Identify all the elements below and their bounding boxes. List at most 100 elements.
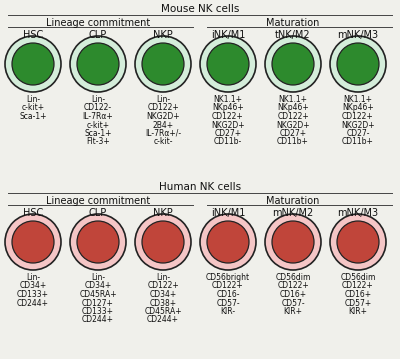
Text: CD16+: CD16+	[280, 290, 306, 299]
Text: CD45RA+: CD45RA+	[144, 307, 182, 316]
Text: CD127+: CD127+	[82, 298, 114, 308]
Text: CLP: CLP	[89, 208, 107, 218]
Text: CD16+: CD16+	[344, 290, 372, 299]
Circle shape	[70, 214, 126, 270]
Circle shape	[207, 221, 249, 263]
Text: tNK/M2: tNK/M2	[275, 30, 311, 40]
Text: NKp46+: NKp46+	[212, 103, 244, 112]
Text: NKP: NKP	[153, 30, 173, 40]
Circle shape	[12, 43, 54, 85]
Circle shape	[265, 36, 321, 92]
Text: CD133+: CD133+	[82, 307, 114, 316]
Circle shape	[337, 43, 379, 85]
Text: NKp46+: NKp46+	[342, 103, 374, 112]
Text: Lin-: Lin-	[26, 95, 40, 104]
Circle shape	[272, 43, 314, 85]
Text: CD34+: CD34+	[149, 290, 177, 299]
Text: Mouse NK cells: Mouse NK cells	[161, 4, 239, 14]
Text: CD38+: CD38+	[150, 298, 176, 308]
Text: CD122+: CD122+	[342, 281, 374, 290]
Text: CD122+: CD122+	[147, 281, 179, 290]
Text: CD11b-: CD11b-	[214, 137, 242, 146]
Circle shape	[337, 221, 379, 263]
Text: Lin-: Lin-	[156, 95, 170, 104]
Text: CD45RA+: CD45RA+	[79, 290, 117, 299]
Circle shape	[135, 36, 191, 92]
Text: CD11b+: CD11b+	[342, 137, 374, 146]
Text: Maturation: Maturation	[266, 196, 320, 206]
Circle shape	[77, 43, 119, 85]
Text: Sca-1+: Sca-1+	[84, 129, 112, 138]
Text: CD16-: CD16-	[216, 290, 240, 299]
Circle shape	[330, 214, 386, 270]
Text: CD122+: CD122+	[342, 112, 374, 121]
Text: c-kit-: c-kit-	[153, 137, 173, 146]
Text: 2B4+: 2B4+	[152, 121, 174, 130]
Circle shape	[200, 214, 256, 270]
Text: CD244+: CD244+	[147, 316, 179, 325]
Text: KIR+: KIR+	[284, 307, 302, 316]
Text: Human NK cells: Human NK cells	[159, 182, 241, 192]
Text: iNK/M1: iNK/M1	[211, 30, 245, 40]
Text: NK1.1+: NK1.1+	[214, 95, 242, 104]
Text: CD57-: CD57-	[216, 298, 240, 308]
Text: NKp46+: NKp46+	[277, 103, 309, 112]
Circle shape	[200, 36, 256, 92]
Text: IL-7Rα+: IL-7Rα+	[83, 112, 113, 121]
Text: HSC: HSC	[23, 208, 43, 218]
Circle shape	[135, 214, 191, 270]
Text: CD122+: CD122+	[277, 281, 309, 290]
Text: NK1.1+: NK1.1+	[344, 95, 372, 104]
Circle shape	[207, 43, 249, 85]
Circle shape	[77, 221, 119, 263]
Text: HSC: HSC	[23, 30, 43, 40]
Circle shape	[142, 43, 184, 85]
Text: CD56dim: CD56dim	[340, 273, 376, 282]
Text: c-kit+: c-kit+	[22, 103, 44, 112]
Text: NKG2D+: NKG2D+	[276, 121, 310, 130]
Text: CD56bright: CD56bright	[206, 273, 250, 282]
Text: CD122+: CD122+	[147, 103, 179, 112]
Text: Lineage commitment: Lineage commitment	[46, 18, 150, 28]
Text: NKG2D+: NKG2D+	[341, 121, 375, 130]
Text: CD11b+: CD11b+	[277, 137, 309, 146]
Text: CD56dim: CD56dim	[275, 273, 311, 282]
Text: mNK/M2: mNK/M2	[272, 208, 314, 218]
Circle shape	[12, 221, 54, 263]
Text: Lin-: Lin-	[91, 273, 105, 282]
Text: mNK/M3: mNK/M3	[338, 30, 378, 40]
Text: NKG2D+: NKG2D+	[211, 121, 245, 130]
Text: Lin-: Lin-	[26, 273, 40, 282]
Text: KIR-: KIR-	[220, 307, 236, 316]
Text: NK1.1+: NK1.1+	[278, 95, 308, 104]
Circle shape	[330, 36, 386, 92]
Text: mNK/M3: mNK/M3	[338, 208, 378, 218]
Text: CD122+: CD122+	[277, 112, 309, 121]
Text: CLP: CLP	[89, 30, 107, 40]
Text: NKP: NKP	[153, 208, 173, 218]
Text: Lin-: Lin-	[156, 273, 170, 282]
Text: NKG2D+: NKG2D+	[146, 112, 180, 121]
Text: Lin-: Lin-	[91, 95, 105, 104]
Text: c-kit+: c-kit+	[86, 121, 110, 130]
Text: KIR+: KIR+	[348, 307, 368, 316]
Text: CD244+: CD244+	[17, 298, 49, 308]
Text: CD122+: CD122+	[212, 112, 244, 121]
Circle shape	[265, 214, 321, 270]
Circle shape	[70, 36, 126, 92]
Circle shape	[272, 221, 314, 263]
Text: CD122+: CD122+	[212, 281, 244, 290]
Circle shape	[142, 221, 184, 263]
Text: IL-7Rα+/-: IL-7Rα+/-	[145, 129, 181, 138]
Text: Maturation: Maturation	[266, 18, 320, 28]
Text: CD57-: CD57-	[281, 298, 305, 308]
Circle shape	[5, 36, 61, 92]
Circle shape	[5, 214, 61, 270]
Text: CD34+: CD34+	[19, 281, 47, 290]
Text: Lineage commitment: Lineage commitment	[46, 196, 150, 206]
Text: CD244+: CD244+	[82, 316, 114, 325]
Text: CD34+: CD34+	[84, 281, 112, 290]
Text: Flt-3+: Flt-3+	[86, 137, 110, 146]
Text: CD122-: CD122-	[84, 103, 112, 112]
Text: CD27+: CD27+	[214, 129, 242, 138]
